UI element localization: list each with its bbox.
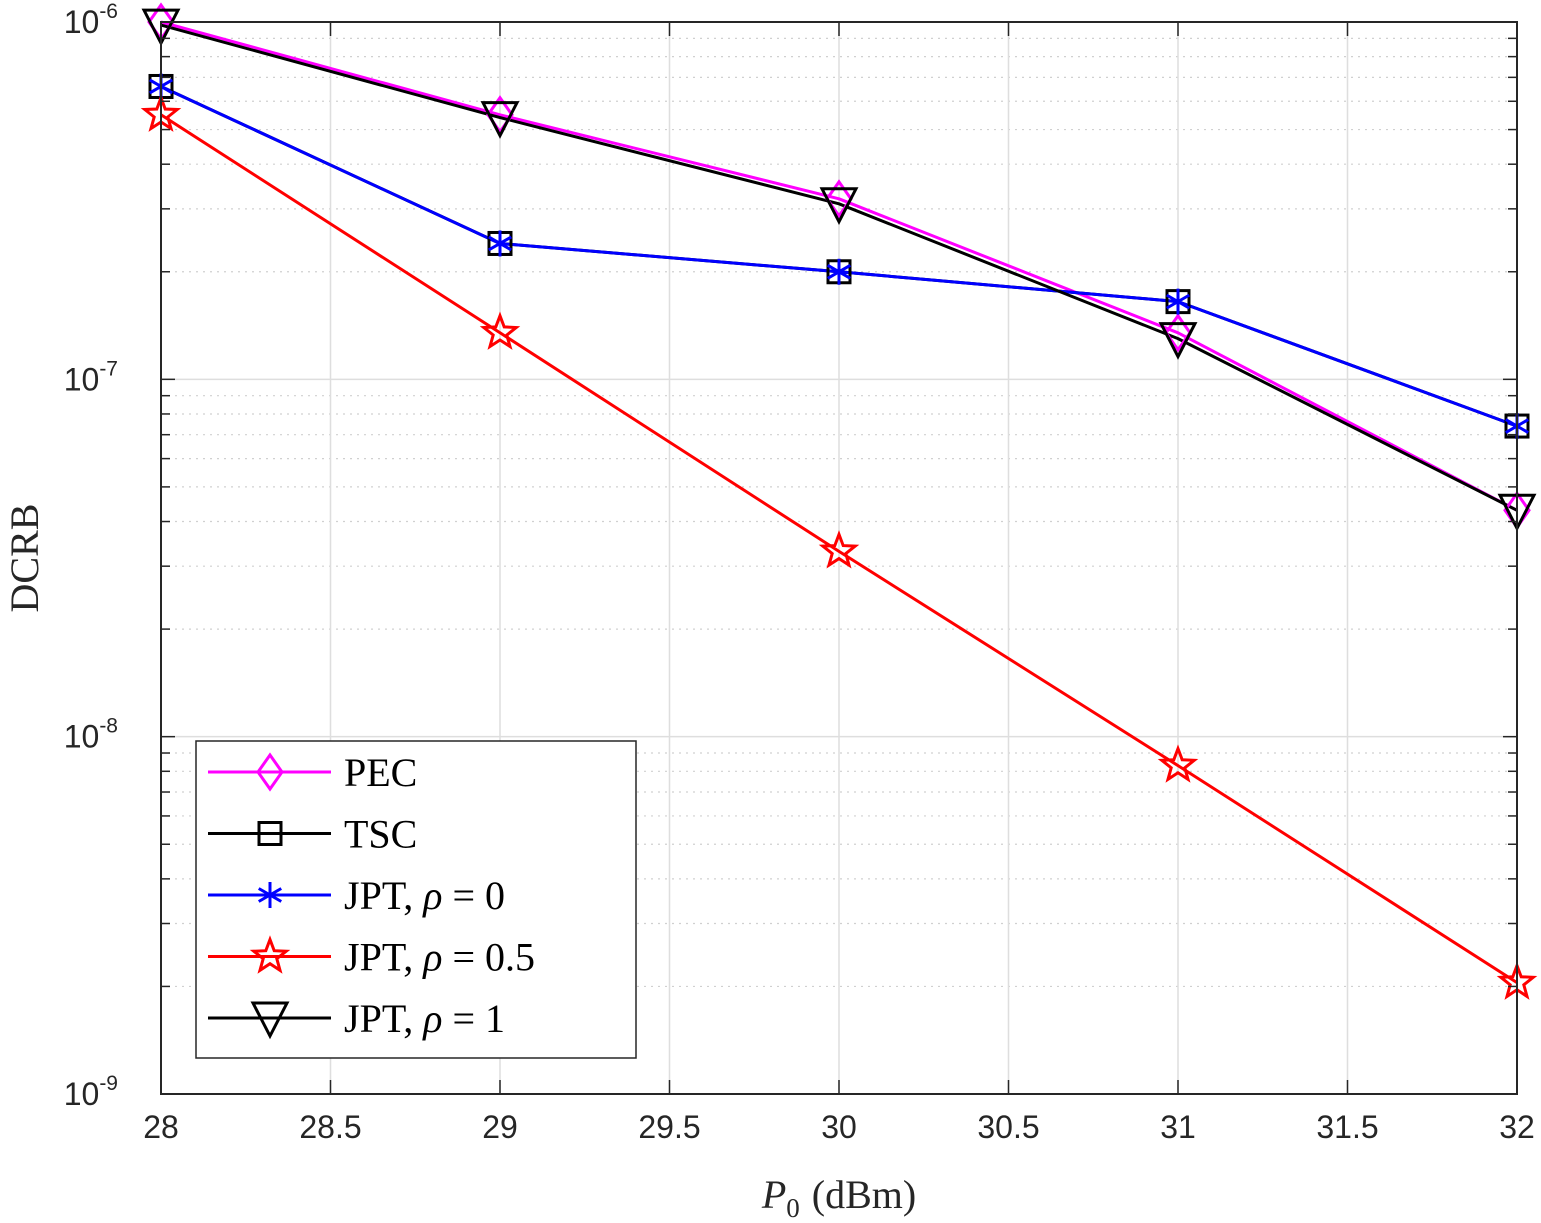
data-point-0-1	[486, 95, 514, 135]
x-tick-label: 29	[482, 1109, 518, 1145]
y-tick-label: 10-9	[64, 1072, 118, 1112]
y-tick-base: 10	[64, 719, 100, 755]
legend-label: JPT, ρ = 0	[344, 873, 505, 918]
legend-label-value: = 0	[442, 873, 505, 918]
data-point-4-3	[1158, 322, 1198, 360]
x-tick-labels: 28 28.5 29 29.5 30 30.5 31 31.5 32	[143, 1109, 1535, 1145]
data-point-4-2	[819, 187, 859, 226]
data-point-3-3	[1157, 744, 1199, 783]
legend-label-value: = 1	[442, 996, 505, 1041]
legend-item: JPT, ρ = 0	[208, 873, 505, 918]
y-tick-label: 10-7	[64, 357, 118, 397]
data-point-2-3	[1165, 288, 1191, 315]
x-axis-title-subscript: 0	[786, 1193, 800, 1223]
data-point-4-0	[141, 8, 181, 47]
data-point-2-1	[487, 230, 513, 257]
y-tick-exponent: -9	[99, 1072, 118, 1095]
legend-marker-asterisk	[257, 882, 283, 908]
x-tick-label: 30	[821, 1109, 857, 1145]
data-point-4-1	[480, 101, 520, 139]
x-tick-label: 30.5	[977, 1109, 1039, 1145]
x-axis-title-unit: (dBm)	[812, 1172, 916, 1217]
asterisk-stroke	[1165, 293, 1191, 310]
data-point-3-2	[818, 530, 860, 569]
asterisk-stroke	[826, 263, 852, 280]
data-point-3-1	[479, 311, 521, 350]
asterisk-stroke	[487, 235, 513, 252]
y-tick-exponent: -8	[99, 715, 118, 738]
y-tick-base: 10	[64, 1076, 100, 1112]
legend-label-text: PEC	[344, 750, 417, 795]
y-tick-exponent: -7	[99, 357, 118, 380]
legend-label-value: = 0.5	[442, 935, 535, 980]
y-tick-label: 10-8	[64, 715, 118, 755]
x-tick-label: 32	[1499, 1109, 1535, 1145]
x-tick-label: 28	[143, 1109, 179, 1145]
legend-item: JPT, ρ = 1	[208, 996, 505, 1041]
legend-label-param: ρ	[421, 873, 442, 918]
data-point-0-3	[1164, 313, 1192, 353]
legend-label-text: JPT,	[344, 996, 423, 1041]
series-line-0	[160, 20, 1518, 512]
legend-label-text: JPT,	[344, 935, 423, 980]
legend-item: JPT, ρ = 0.5	[208, 935, 535, 980]
series-line-4	[160, 23, 1518, 512]
x-axis-title-symbol: P	[761, 1172, 786, 1217]
y-tick-exponent: -6	[99, 0, 118, 23]
legend-label: JPT, ρ = 0.5	[344, 935, 535, 980]
y-tick-labels: 10-910-810-710-6	[64, 0, 118, 1112]
legend-marker-square	[257, 821, 283, 846]
legend-marker-diamond	[256, 752, 284, 792]
x-axis-title: P0 (dBm)	[761, 1172, 916, 1223]
x-tick-label: 31	[1160, 1109, 1196, 1145]
x-tick-label: 31.5	[1316, 1109, 1378, 1145]
y-axis-title: DCRB	[2, 504, 47, 613]
data-point-0-2	[825, 179, 853, 219]
legend-label-text: TSC	[344, 812, 417, 857]
series-line-3	[160, 113, 1518, 984]
legend-item: PEC	[208, 750, 417, 795]
x-tick-label: 28.5	[299, 1109, 361, 1145]
legend-label-text: JPT,	[344, 873, 423, 918]
legend-label: TSC	[344, 812, 417, 857]
y-tick-base: 10	[64, 4, 100, 40]
legend-label-param: ρ	[421, 935, 442, 980]
y-tick-base: 10	[64, 361, 100, 397]
legend-label-param: ρ	[421, 996, 442, 1041]
legend-label: PEC	[344, 750, 417, 795]
legend-label: JPT, ρ = 1	[344, 996, 505, 1041]
data-point-2-2	[826, 258, 852, 285]
tick-marks	[160, 21, 1518, 1095]
y-tick-label: 10-6	[64, 0, 118, 40]
x-tick-label: 29.5	[638, 1109, 700, 1145]
legend-item: TSC	[208, 812, 417, 857]
asterisk-stroke	[257, 887, 283, 903]
legend-marker-pentagram	[249, 935, 291, 974]
legend-marker-triangle-down	[250, 1001, 290, 1040]
